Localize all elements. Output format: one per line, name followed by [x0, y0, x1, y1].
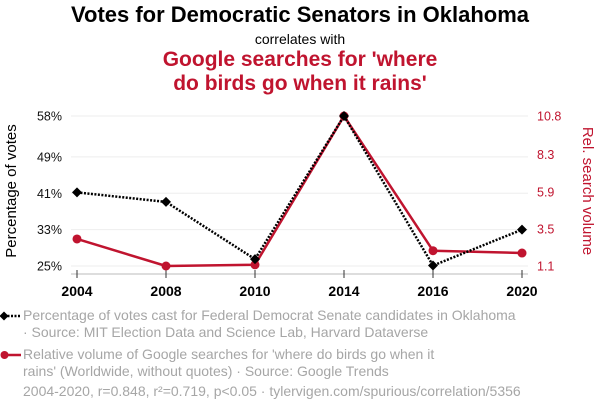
legend-text-searches: Relative volume of Google searches for '… — [23, 346, 563, 380]
grid-lines — [71, 115, 528, 267]
series-searches-line — [76, 114, 523, 268]
y2-tick-label: 1.1 — [537, 260, 554, 274]
y-tick-label: 33% — [37, 223, 62, 237]
series-votes-line — [76, 113, 523, 268]
x-tick-label: 2016 — [417, 283, 448, 299]
chart-subtitle: correlates with — [254, 31, 346, 47]
legend-votes-line-2: · Source: MIT Election Data and Science … — [23, 324, 429, 340]
x-tick-label: 2010 — [239, 283, 270, 299]
y2-tick-label: 10.8 — [537, 110, 561, 124]
footer-correlation-info: 2004-2020, r=0.848, r²=0.719, p<0.05 · t… — [23, 383, 521, 399]
series-votes-point — [72, 187, 82, 198]
y-tick-label: 41% — [37, 187, 62, 201]
series-votes-point — [339, 111, 349, 121]
y-tick-label: 58% — [37, 110, 62, 124]
solid-circle-line-icon — [0, 351, 21, 359]
secondary-title-line-2: do birds go when it rains' — [173, 72, 427, 95]
series-searches-point — [72, 234, 82, 244]
y2-tick-label: 8.3 — [537, 148, 554, 162]
series-searches-point — [161, 261, 171, 271]
chart-secondary-title: Google searches for 'where do birds go w… — [0, 48, 600, 96]
legend-searches-line-2: rains' (Worldwide, without quotes) · Sou… — [23, 363, 389, 379]
y-axis-label: Percentage of votes — [3, 124, 20, 257]
x-tick-label: 2008 — [150, 283, 181, 299]
series-votes-point — [517, 224, 527, 235]
x-tick-label: 2020 — [506, 283, 537, 299]
chart-title: Votes for Democratic Senators in Oklahom… — [70, 2, 530, 27]
legend-searches-line-1: Relative volume of Google searches for '… — [23, 346, 435, 362]
line-chart: 58% 49% 41% 33% 25% 10.8 8.3 5.9 3.5 1.1 2004 2008 2… — [3, 110, 596, 300]
series-searches-point — [428, 246, 438, 256]
series-votes-point — [161, 196, 171, 207]
secondary-title-line-1: Google searches for 'where — [162, 48, 438, 71]
series-searches-point — [250, 260, 260, 270]
series-votes-point — [250, 254, 260, 265]
y2-axis-label: Rel. search volume — [579, 127, 596, 255]
series-votes-point — [428, 260, 438, 271]
y-tick-label: 25% — [37, 260, 62, 274]
y-tick-label: 49% — [37, 150, 62, 164]
series-searches-point — [517, 248, 527, 258]
y2-tick-label: 5.9 — [537, 185, 554, 199]
y2-tick-label: 3.5 — [537, 222, 554, 236]
x-tick-label: 2014 — [328, 283, 359, 299]
x-tick-label: 2004 — [61, 283, 92, 299]
series-group — [72, 111, 527, 271]
dotted-diamond-line-icon — [0, 311, 21, 321]
axes: 58% 49% 41% 33% 25% 10.8 8.3 5.9 3.5 1.1 2004 2008 2… — [37, 110, 561, 300]
legend-votes-line-1: Percentage of votes cast for Federal Dem… — [23, 307, 516, 323]
legend-text-votes: Percentage of votes cast for Federal Dem… — [23, 307, 563, 341]
